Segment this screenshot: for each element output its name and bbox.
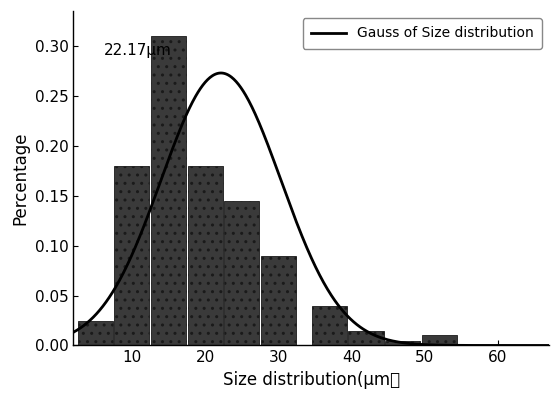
Gauss of Size distribution bbox=[388, 338, 395, 343]
Gauss of Size distribution bbox=[351, 320, 358, 325]
Bar bbox=[78, 320, 113, 346]
Bar bbox=[312, 306, 347, 346]
Gauss of Size distribution bbox=[286, 201, 293, 206]
Bar bbox=[385, 342, 420, 346]
Text: 22.17μm: 22.17μm bbox=[104, 43, 172, 58]
Gauss of Size distribution bbox=[154, 187, 161, 192]
Bar bbox=[114, 166, 150, 346]
Gauss of Size distribution bbox=[218, 70, 225, 75]
Legend: Gauss of Size distribution: Gauss of Size distribution bbox=[303, 18, 542, 49]
Y-axis label: Percentage: Percentage bbox=[11, 132, 29, 225]
Bar bbox=[422, 336, 457, 346]
X-axis label: Size distribution(μm）: Size distribution(μm） bbox=[222, 371, 400, 389]
Bar bbox=[151, 36, 186, 346]
Gauss of Size distribution bbox=[429, 342, 436, 347]
Gauss of Size distribution bbox=[70, 330, 77, 335]
Bar bbox=[188, 166, 223, 346]
Gauss of Size distribution bbox=[192, 94, 199, 98]
Gauss of Size distribution bbox=[545, 343, 552, 348]
Line: Gauss of Size distribution: Gauss of Size distribution bbox=[73, 73, 549, 346]
Bar bbox=[348, 330, 384, 346]
Bar bbox=[224, 201, 259, 346]
Bar bbox=[260, 256, 296, 346]
